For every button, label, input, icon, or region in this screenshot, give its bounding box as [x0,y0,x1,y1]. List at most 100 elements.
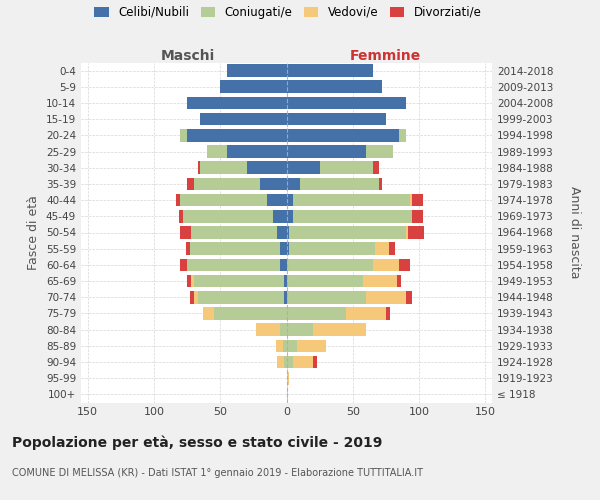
Bar [386,307,390,320]
Bar [280,324,287,336]
Bar [412,194,423,206]
Bar [287,145,366,158]
Bar [280,258,287,271]
Bar [412,210,423,222]
Bar [287,178,300,190]
Bar [287,129,399,141]
Bar [283,340,287,352]
Bar [287,96,406,110]
Bar [187,178,194,190]
Bar [287,307,346,320]
Bar [207,145,227,158]
Bar [287,80,382,93]
Bar [266,194,287,206]
Bar [287,324,313,336]
Bar [247,162,287,174]
Bar [409,226,424,239]
Bar [181,258,187,271]
Bar [179,210,183,222]
Bar [293,210,412,222]
Bar [256,324,280,336]
Bar [313,324,366,336]
Bar [287,356,293,368]
Bar [194,275,284,287]
Bar [284,356,287,368]
Bar [287,210,293,222]
Bar [190,242,280,255]
Bar [277,226,287,239]
Bar [183,210,273,222]
Bar [186,242,190,255]
Bar [194,291,197,304]
Y-axis label: Anni di nascita: Anni di nascita [568,186,581,279]
Text: Popolazione per età, sesso e stato civile - 2019: Popolazione per età, sesso e stato civil… [12,435,382,450]
Bar [227,64,287,77]
Bar [273,210,287,222]
Text: Femmine: Femmine [350,50,421,64]
Text: COMUNE DI MELISSA (KR) - Dati ISTAT 1° gennaio 2019 - Elaborazione TUTTITALIA.IT: COMUNE DI MELISSA (KR) - Dati ISTAT 1° g… [12,468,423,477]
Bar [287,291,366,304]
Bar [297,340,326,352]
Bar [181,226,191,239]
Bar [287,258,373,271]
Bar [214,307,287,320]
Bar [181,129,187,141]
Bar [373,162,379,174]
Bar [313,356,317,368]
Bar [399,258,410,271]
Bar [406,291,412,304]
Bar [293,194,410,206]
Bar [287,372,289,384]
Bar [191,275,194,287]
Bar [287,340,297,352]
Bar [289,226,406,239]
Bar [300,178,379,190]
Bar [399,129,406,141]
Bar [284,291,287,304]
Bar [220,80,287,93]
Bar [287,64,373,77]
Legend: Celibi/Nubili, Coniugati/e, Vedovi/e, Divorziati/e: Celibi/Nubili, Coniugati/e, Vedovi/e, Di… [94,6,482,19]
Bar [379,178,382,190]
Bar [287,194,293,206]
Bar [366,291,406,304]
Bar [227,145,287,158]
Bar [197,291,284,304]
Bar [406,226,409,239]
Bar [346,307,386,320]
Bar [287,162,320,174]
Bar [289,242,376,255]
Y-axis label: Fasce di età: Fasce di età [28,195,40,270]
Bar [284,275,287,287]
Bar [187,96,287,110]
Bar [366,145,392,158]
Bar [200,162,247,174]
Bar [376,242,389,255]
Bar [190,291,194,304]
Bar [397,275,401,287]
Bar [176,194,181,206]
Bar [280,242,287,255]
Bar [187,258,280,271]
Bar [276,340,283,352]
Bar [287,275,364,287]
Bar [287,113,386,126]
Bar [187,129,287,141]
Bar [287,226,289,239]
Bar [287,242,289,255]
Bar [389,242,395,255]
Bar [373,258,399,271]
Bar [320,162,373,174]
Bar [200,113,287,126]
Bar [287,388,288,400]
Bar [203,307,214,320]
Bar [410,194,412,206]
Bar [197,162,200,174]
Bar [194,178,260,190]
Text: Maschi: Maschi [161,50,215,64]
Bar [191,226,277,239]
Bar [181,194,266,206]
Bar [364,275,397,287]
Bar [277,356,284,368]
Bar [293,356,313,368]
